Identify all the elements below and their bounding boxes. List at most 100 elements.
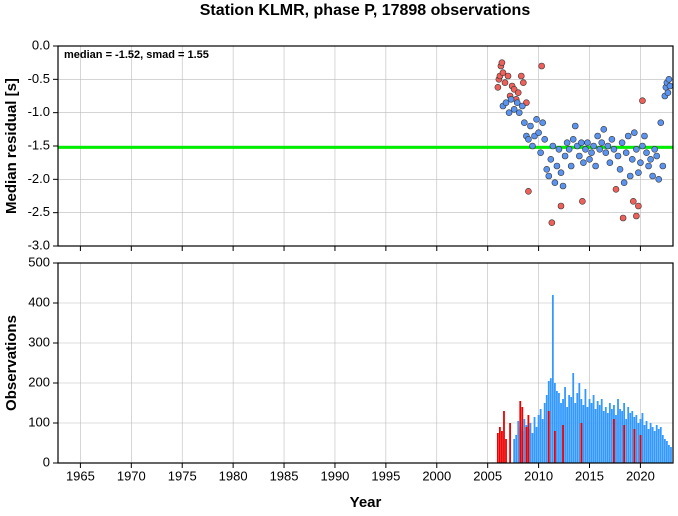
scatter-point	[553, 162, 561, 170]
bar	[562, 425, 564, 463]
bar	[588, 399, 591, 463]
scatter-point	[626, 172, 634, 180]
scatter-point	[533, 116, 540, 123]
scatter-point	[592, 162, 599, 170]
bar	[547, 411, 550, 463]
bar	[651, 427, 654, 463]
bar	[621, 411, 623, 463]
bar	[641, 413, 644, 463]
scatter-point	[545, 172, 553, 180]
scatter-point	[614, 152, 622, 160]
scatter-point	[561, 152, 569, 160]
scatter-point	[602, 149, 610, 156]
scatter-point	[649, 172, 656, 180]
bar	[661, 435, 664, 463]
scatter-point	[618, 139, 626, 146]
scatter-point	[655, 176, 663, 183]
bar	[584, 389, 587, 463]
scatter-point	[519, 102, 526, 110]
scatter-point	[567, 162, 575, 170]
bar	[655, 425, 658, 463]
scatter-point	[513, 99, 521, 106]
scatter-point	[525, 188, 532, 195]
scatter-point	[543, 166, 551, 173]
scatter-point	[514, 89, 522, 96]
bar	[515, 435, 518, 463]
scatter-point	[637, 159, 644, 166]
bar	[657, 429, 660, 463]
scatter-point	[624, 132, 632, 140]
bar	[617, 399, 619, 463]
bar	[633, 429, 636, 463]
scatter-point	[541, 136, 549, 143]
bar	[645, 421, 648, 463]
scatter-point	[565, 146, 573, 153]
bar	[592, 395, 595, 463]
scatter-point	[666, 82, 674, 90]
bar	[582, 405, 585, 463]
x-tick-label: 2005	[473, 468, 502, 483]
bar	[629, 413, 632, 463]
scatter-point	[631, 129, 638, 136]
bar	[551, 295, 554, 463]
bar	[529, 423, 532, 463]
bar	[531, 433, 534, 463]
scatter-point	[665, 76, 673, 83]
y-tick-label: -2.0	[28, 171, 50, 186]
scatter-point	[594, 132, 601, 140]
bar	[604, 407, 607, 463]
scatter-point	[639, 142, 646, 150]
bar	[535, 427, 538, 463]
scatter-point	[569, 136, 577, 143]
scatter-point	[525, 136, 532, 143]
bar	[668, 445, 670, 463]
bar	[598, 405, 601, 463]
scatter-point	[510, 106, 518, 113]
bar	[523, 419, 526, 463]
scatter-point	[571, 122, 579, 130]
y-tick-label: 500	[28, 254, 50, 269]
y-axis-label: Median residual [s]	[3, 78, 20, 214]
bar	[576, 393, 579, 463]
x-tick-label: 2015	[575, 468, 604, 483]
bar	[608, 403, 611, 463]
scatter-point	[537, 149, 544, 156]
scatter-point	[600, 126, 608, 133]
scatter-point	[635, 169, 642, 176]
bar	[503, 411, 505, 463]
scatter-point	[616, 166, 624, 173]
scatter-point	[547, 156, 555, 163]
bar	[553, 383, 556, 463]
annotation: median = -1.52, smad = 1.55	[64, 49, 209, 61]
y-tick-label: -3.0	[28, 237, 50, 252]
scatter-point	[578, 139, 585, 146]
bar	[578, 383, 581, 463]
scatter-point	[643, 149, 650, 156]
scatter-point	[557, 169, 565, 176]
x-tick-label: 1965	[66, 468, 95, 483]
scatter-point	[505, 109, 513, 116]
bar	[670, 447, 672, 463]
scatter-point	[664, 89, 672, 96]
bar	[586, 407, 589, 463]
bar	[611, 409, 613, 463]
bar	[519, 401, 522, 463]
bar	[665, 441, 668, 463]
bar	[566, 407, 569, 463]
scatter-point	[610, 146, 618, 153]
scatter-point	[659, 162, 667, 170]
bar	[637, 423, 640, 463]
scatter-point	[538, 62, 545, 70]
scatter-point	[539, 119, 546, 126]
bar	[590, 403, 593, 463]
x-tick-label: 1980	[219, 468, 248, 483]
scatter-point	[619, 214, 627, 222]
scatter-point	[629, 198, 637, 205]
bar	[499, 427, 501, 463]
plot-frame	[57, 45, 674, 247]
scatter-point	[529, 142, 536, 150]
scatter-point	[596, 146, 603, 153]
scatter-point	[608, 136, 616, 143]
y-tick-label: -1.5	[28, 137, 50, 152]
bar	[606, 413, 609, 463]
